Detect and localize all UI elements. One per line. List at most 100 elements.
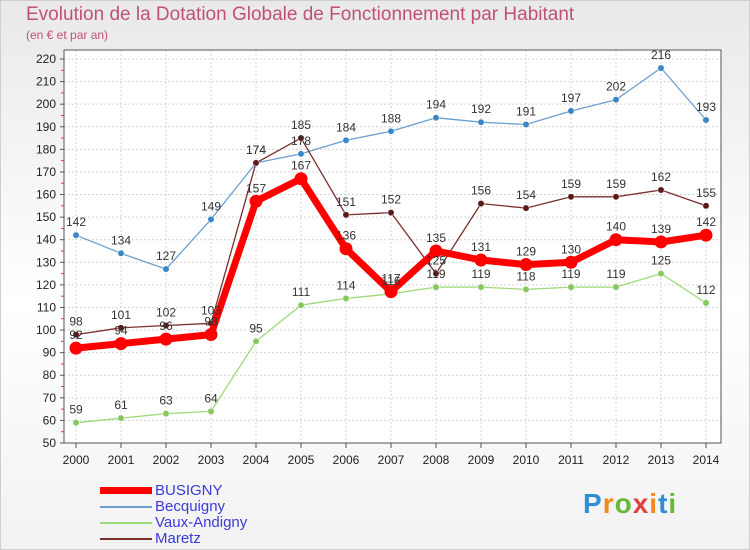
data-point-busigny [564,255,578,269]
data-label-maretz: 159 [606,177,626,191]
data-label-busigny: 131 [471,240,491,254]
data-point-vaux-andigny [522,285,530,293]
data-label-busigny: 94 [114,324,128,338]
data-point-becquigny [522,121,530,128]
logo-letter: t [658,488,669,519]
x-tick-label: 2013 [648,453,675,467]
data-label-becquigny: 197 [561,91,581,105]
data-point-maretz [72,331,80,339]
data-point-busigny [339,242,353,256]
data-point-maretz [297,134,305,142]
data-point-vaux-andigny [477,283,485,291]
data-point-becquigny [657,64,665,72]
data-point-vaux-andigny [432,283,440,291]
plot-area [64,50,721,443]
y-tick-label: 190 [36,120,56,134]
data-point-busigny [474,253,488,267]
legend-swatch-maretz [100,538,152,540]
data-point-maretz [162,322,170,329]
data-point-vaux-andigny [117,414,125,422]
data-label-becquigny: 191 [516,105,536,119]
legend-label-busigny: BUSIGNY [155,482,223,499]
data-point-busigny [429,244,443,258]
data-label-vaux-andigny: 114 [336,278,355,292]
data-label-becquigny: 142 [66,215,86,229]
plot-border [63,49,722,444]
data-point-becquigny [432,114,440,122]
data-label-maretz: 102 [156,306,176,320]
data-label-maretz: 174 [246,143,266,157]
x-tick-label: 2004 [243,453,270,467]
data-label-vaux-andigny: 95 [249,321,263,335]
data-point-becquigny [387,127,395,135]
legend-label-vaux-andigny: Vaux-Andigny [155,514,248,531]
x-tick-label: 2012 [603,453,630,467]
y-tick-label: 70 [43,391,57,405]
x-tick-label: 2014 [693,453,720,467]
data-label-vaux-andigny: 63 [159,394,173,408]
data-point-busigny [249,194,263,208]
data-point-busigny [114,337,128,351]
data-point-busigny [294,172,308,186]
data-label-maretz: 151 [336,195,356,209]
y-tick-label: 130 [36,255,56,269]
data-label-vaux-andigny: 118 [516,269,535,283]
proxiti-logo: Proxiti [583,488,677,520]
data-point-busigny [159,332,173,346]
data-point-vaux-andigny [207,407,215,415]
y-tick-label: 120 [36,278,56,292]
axes: 50 60 70 80 90 100 110 120 130 140 150 160 170 180 190… [36,49,722,467]
data-label-maretz: 185 [291,118,311,132]
data-point-vaux-andigny [567,283,575,291]
data-label-vaux-andigny: 125 [651,254,671,268]
data-label-busigny: 136 [336,229,356,243]
data-label-busigny: 117 [381,272,400,286]
y-tick-label: 220 [36,52,56,66]
data-label-becquigny: 192 [471,102,491,116]
data-point-vaux-andigny [657,270,665,278]
data-point-becquigny [702,116,710,124]
data-label-vaux-andigny: 116 [381,274,400,288]
data-point-becquigny [72,231,80,239]
y-tick-label: 100 [36,323,56,337]
x-tick-label: 2002 [153,453,180,467]
data-label-becquigny: 149 [201,199,221,213]
data-label-becquigny: 127 [156,249,176,263]
data-label-maretz: 155 [696,186,716,200]
y-tick-label: 60 [43,413,57,427]
x-tick-label: 2009 [468,453,495,467]
data-label-maretz: 154 [516,188,536,202]
data-label-becquigny: 216 [651,48,671,62]
data-point-becquigny [612,96,620,104]
x-tick-label: 2000 [63,453,90,467]
data-point-vaux-andigny [702,299,710,307]
x-tick-label: 2001 [108,453,135,467]
data-point-becquigny [297,150,305,158]
data-point-becquigny [162,265,170,273]
data-label-maretz: 103 [201,303,221,317]
x-tick-label: 2006 [333,453,360,467]
data-label-maretz: 125 [426,254,446,268]
data-labels: 142 134 127 149 174 178 184 188 194 192 191 197 202 2… [66,48,716,417]
data-point-busigny [519,258,533,272]
y-tick-label: 170 [36,165,56,179]
y-tick-label: 50 [43,436,57,450]
logo-letter: x [632,488,650,519]
chart-subtitle: (en € et par an) [26,28,109,42]
data-point-maretz [252,159,260,167]
logo-letter: i [668,488,678,519]
x-tick-label: 2003 [198,453,225,467]
legend-swatch-busigny [100,487,152,494]
logo-letter: P [583,488,603,519]
data-label-maretz: 159 [561,177,581,191]
logo-letter: r [602,488,615,519]
data-point-vaux-andigny [162,410,170,418]
y-tick-label: 210 [36,75,56,89]
x-tick-label: 2008 [423,453,450,467]
data-label-maretz: 156 [471,184,491,198]
data-label-busigny: 140 [606,220,626,234]
data-label-vaux-andigny: 61 [114,398,128,412]
legend-label-becquigny: Becquigny [155,498,226,515]
y-tick-label: 140 [36,233,56,247]
